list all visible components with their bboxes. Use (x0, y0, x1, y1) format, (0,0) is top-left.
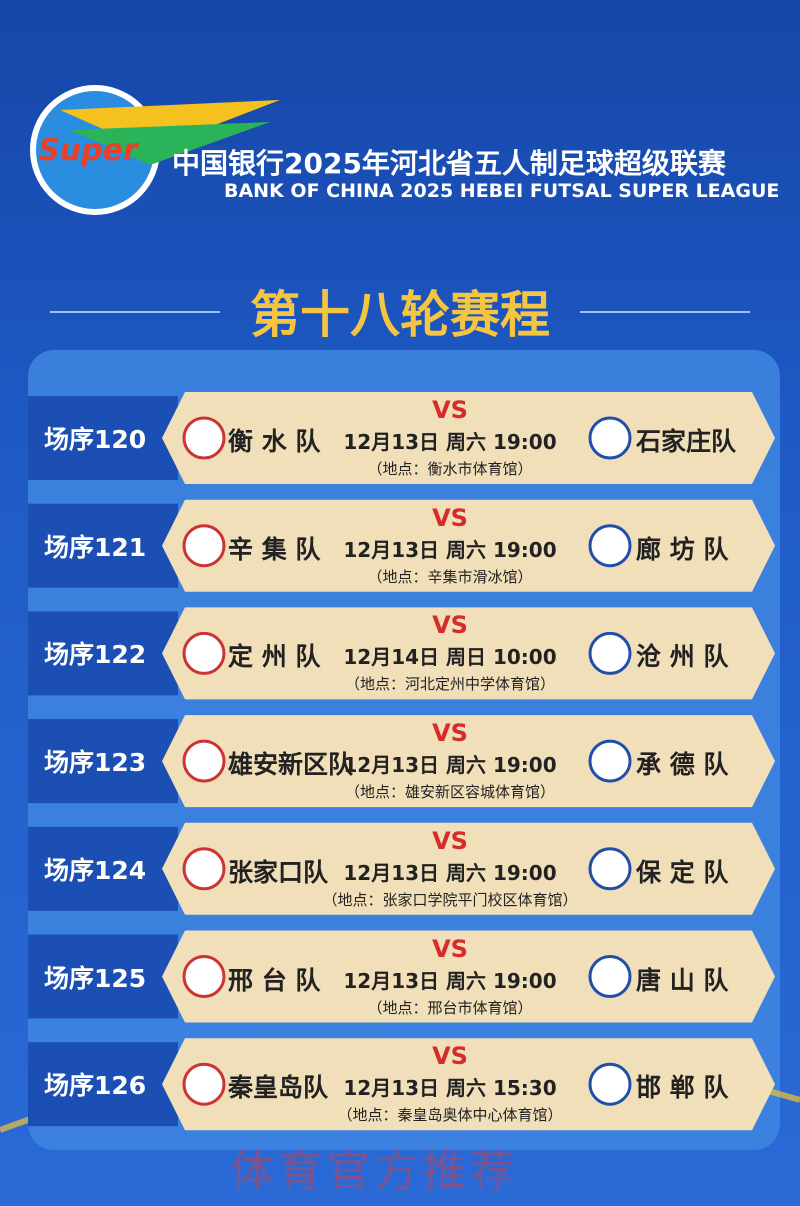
seq-label: 场序125 (44, 963, 147, 993)
away-logo (588, 1062, 632, 1106)
seq-tab (28, 1042, 178, 1127)
home-logo (182, 847, 226, 891)
seq-tab (28, 503, 178, 588)
vs: VS (432, 503, 468, 532)
home-team: 辛 集 队 (228, 534, 321, 564)
venue: （地点：河北定州中学体育馆） (344, 675, 555, 694)
venue: （地点：辛集市滑冰馆） (367, 567, 533, 586)
home-logo (182, 955, 226, 998)
match-time: 12月14日 周日 10:00 (343, 645, 557, 670)
vs: VS (432, 934, 468, 963)
away-team: 石家庄队 (636, 427, 737, 456)
seq-label: 场序126 (44, 1071, 147, 1101)
match-time: 12月13日 周六 15:30 (343, 1076, 557, 1101)
match-time: 12月13日 周六 19:00 (343, 753, 557, 778)
venue: （地点：张家口学院平门校区体育馆） (322, 890, 578, 909)
round-title: 第十八轮赛程 (250, 286, 550, 344)
away-team: 承 德 队 (636, 750, 729, 780)
home-team: 张家口队 (228, 857, 329, 887)
title: 中国银行2025年河北省五人制足球超级联赛 (172, 147, 726, 180)
subtitle: BANK OF CHINA 2025 HEBEI FUTSAL SUPER LE… (224, 180, 780, 202)
seq-tab (28, 934, 178, 1019)
seq-label: 场序120 (44, 425, 147, 454)
home-logo (182, 631, 226, 675)
home-logo (182, 1062, 226, 1106)
away-logo (588, 955, 632, 998)
home-team: 邢 台 队 (228, 965, 321, 995)
home-logo (182, 524, 226, 568)
match-card (162, 715, 775, 808)
vs: VS (432, 1042, 468, 1071)
venue: （地点：衡水市体育馆） (367, 460, 533, 478)
home-team: 雄安新区队 (228, 750, 354, 780)
away-logo (588, 524, 632, 568)
away-team: 廊 坊 队 (636, 534, 729, 564)
match-card (162, 930, 775, 1023)
vs: VS (432, 719, 468, 748)
vs: VS (432, 611, 468, 640)
match-card (162, 822, 775, 915)
seq-tab (28, 396, 178, 480)
venue: （地点：秦皇岛奥体中心体育馆） (337, 1106, 563, 1125)
seq-label: 场序124 (44, 855, 147, 885)
away-team: 保 定 队 (636, 857, 729, 887)
venue: （地点：邢台市体育馆） (367, 998, 533, 1017)
home-team: 定 州 队 (228, 642, 321, 672)
seq-label: 场序123 (44, 748, 147, 778)
home-team: 秦皇岛队 (228, 1073, 329, 1103)
watermark: 体育官方推荐 (230, 1146, 518, 1197)
match-time: 12月13日 周六 19:00 (343, 860, 557, 885)
away-team: 沧 州 队 (636, 642, 729, 672)
match-card (162, 1038, 775, 1131)
away-logo (588, 416, 632, 460)
venue: （地点：雄安新区容城体育馆） (344, 783, 555, 802)
seq-tab (28, 826, 178, 911)
away-logo (588, 847, 632, 891)
logo-text: Super (38, 133, 140, 168)
vs: VS (432, 396, 468, 424)
match-card (162, 499, 775, 592)
away-logo (588, 631, 632, 675)
home-team: 衡 水 队 (228, 427, 321, 456)
vs: VS (432, 826, 468, 855)
seq-label: 场序121 (44, 532, 147, 562)
match-time: 12月13日 周六 19:00 (343, 537, 557, 562)
away-team: 邯 郸 队 (636, 1073, 729, 1103)
home-logo (182, 739, 226, 783)
home-logo (182, 416, 226, 460)
match-card (162, 607, 775, 700)
away-logo (588, 739, 632, 783)
match-card (162, 392, 775, 484)
seq-tab (28, 611, 178, 696)
away-team: 唐 山 队 (636, 965, 729, 995)
match-time: 12月13日 周六 19:00 (343, 430, 557, 454)
seq-tab (28, 719, 178, 804)
match-time: 12月13日 周六 19:00 (343, 968, 557, 993)
seq-label: 场序122 (44, 640, 147, 670)
